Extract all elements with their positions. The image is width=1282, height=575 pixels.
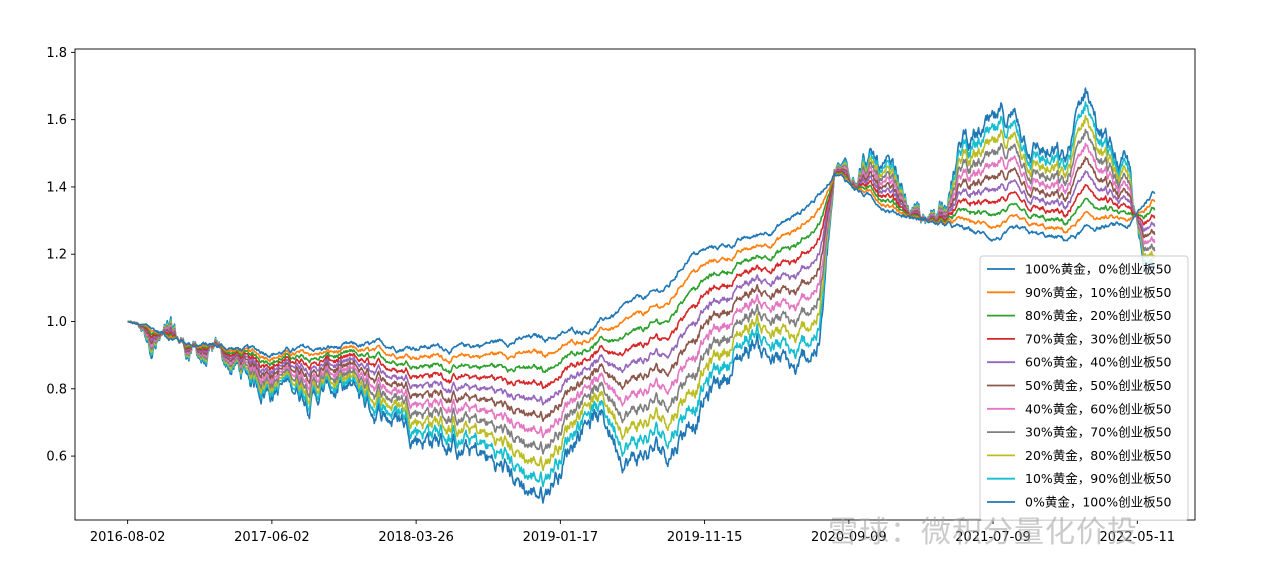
legend-label: 60%黄金，40%创业板50 <box>1025 355 1172 370</box>
y-axis: 0.6 0.8 1.0 1.2 1.4 1.6 1.8 <box>46 46 75 465</box>
legend-label: 40%黄金，60%创业板50 <box>1025 401 1172 416</box>
y-tick-label: 1.8 <box>46 46 67 61</box>
legend: 100%黄金，0%创业板50 90%黄金，10%创业板50 80%黄金，20%创业板… <box>979 255 1189 521</box>
y-tick-label: 1.0 <box>46 315 67 330</box>
plot-frame <box>74 48 1196 521</box>
series-lines <box>127 87 1156 504</box>
series-line-9 <box>127 101 1156 488</box>
legend-label: 80%黄金，20%创业板50 <box>1025 308 1172 323</box>
y-tick-label: 1.4 <box>46 180 67 195</box>
series-line-5 <box>127 156 1156 422</box>
legend-label: 0%黄金，100%创业板50 <box>1025 495 1172 510</box>
x-tick-label: 2020-09-09 <box>811 530 887 545</box>
x-axis: 2016-08-02 2017-06-02 2018-03-26 2019-01-17… <box>90 520 1175 545</box>
legend-label: 70%黄金，30%创业板50 <box>1025 331 1172 346</box>
series-line-2 <box>127 171 1156 375</box>
x-tick-label: 2019-01-17 <box>523 530 599 545</box>
legend-label: 90%黄金，10%创业板50 <box>1025 285 1172 300</box>
series-line-8 <box>127 115 1156 472</box>
series-line-6 <box>127 142 1156 439</box>
y-tick-label: 0.8 <box>46 382 67 397</box>
legend-label: 20%黄金，80%创业板50 <box>1025 448 1172 463</box>
legend-label: 30%黄金，70%创业板50 <box>1025 425 1172 440</box>
series-line-4 <box>127 169 1156 406</box>
x-tick-label: 2022-05-11 <box>1100 530 1176 545</box>
x-tick-label: 2018-03-26 <box>378 530 454 545</box>
legend-label: 10%黄金，90%创业板50 <box>1025 471 1172 486</box>
y-tick-label: 1.2 <box>46 248 67 263</box>
x-tick-label: 2021-07-09 <box>955 530 1031 545</box>
y-tick-label: 0.6 <box>46 450 67 465</box>
series-line-0 <box>127 172 1156 359</box>
x-tick-label: 2016-08-02 <box>90 530 166 545</box>
x-tick-label: 2019-11-15 <box>667 530 743 545</box>
series-line-1 <box>127 172 1156 365</box>
series-line-10 <box>127 87 1156 504</box>
series-line-3 <box>127 170 1156 390</box>
x-tick-label: 2017-06-02 <box>234 530 310 545</box>
legend-label: 50%黄金，50%创业板50 <box>1025 378 1172 393</box>
series-line-7 <box>127 128 1156 455</box>
legend-label: 100%黄金，0%创业板50 <box>1025 262 1172 277</box>
legend-box <box>979 255 1189 521</box>
y-tick-label: 1.6 <box>46 113 67 128</box>
